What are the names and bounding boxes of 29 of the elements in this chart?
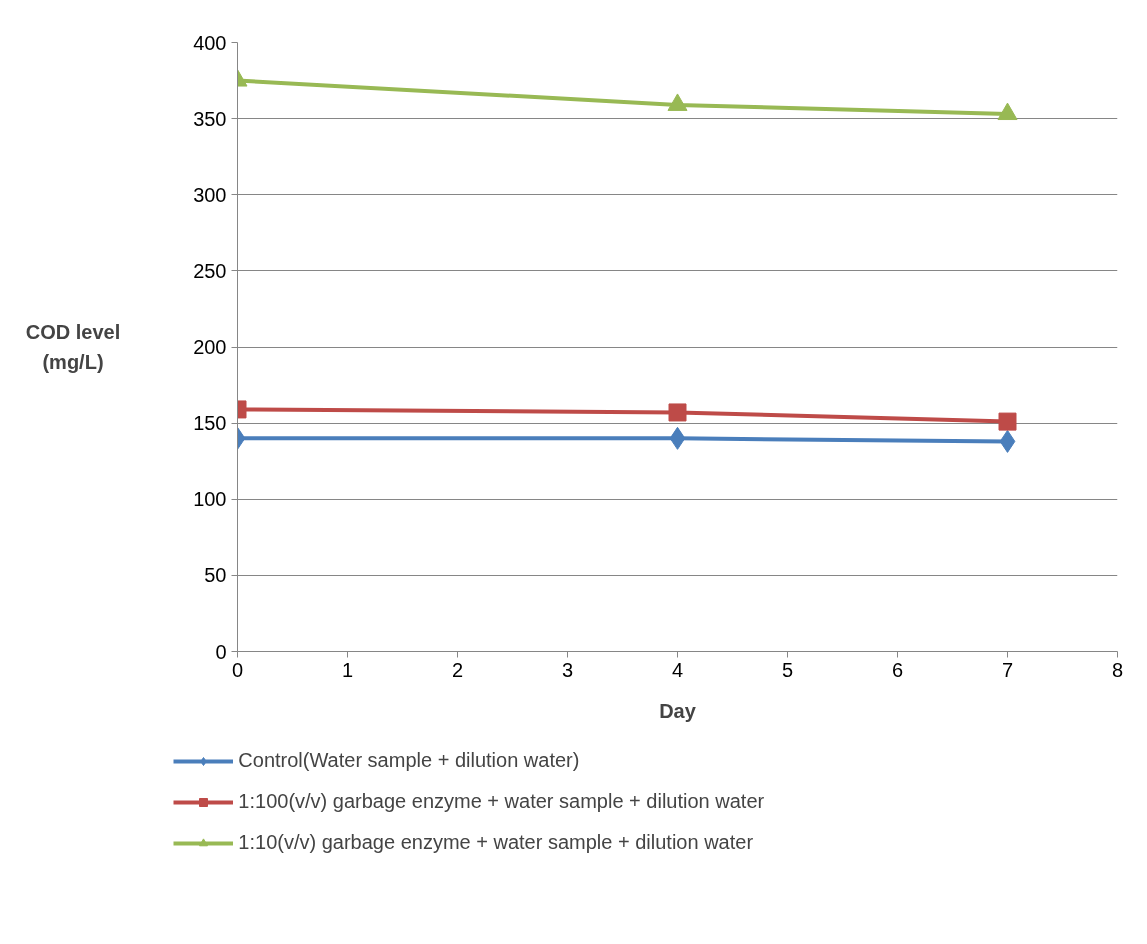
y-tick-label: 300 [193, 183, 227, 206]
legend-label: 1:100(v/v) garbage enzyme + water sample + dilution water [238, 790, 765, 813]
point [999, 429, 1016, 453]
x-tick-label: 7 [1001, 658, 1014, 681]
y-tick-label: 0 [215, 640, 227, 663]
x-tick-label: 1 [341, 658, 354, 681]
y-tick-label: 150 [193, 412, 227, 435]
y-tick-label: 400 [193, 31, 227, 54]
x-axis-title: Day [659, 699, 697, 722]
x-tick-label: 8 [1111, 658, 1124, 681]
point [667, 93, 688, 111]
y-tick-label: 250 [193, 259, 227, 282]
x-tick-label: 4 [671, 658, 684, 681]
legend-label: 1:10(v/v) garbage enzyme + water sample + dilution water [238, 831, 754, 854]
point [669, 426, 686, 450]
legend-label: Control(Water sample + dilution water) [238, 749, 580, 772]
x-tick-label: 0 [231, 658, 244, 681]
x-tick-label: 5 [781, 658, 794, 681]
x-tick-label: 6 [891, 658, 904, 681]
y-tick-label: 50 [204, 564, 227, 587]
point [998, 412, 1017, 431]
y-tick-label: 350 [193, 107, 227, 130]
point [668, 403, 687, 422]
x-tick-label: 3 [561, 658, 574, 681]
y-tick-label: 200 [193, 336, 227, 358]
x-tick-label: 2 [451, 658, 464, 681]
y-tick-label: 100 [193, 488, 227, 511]
y-axis-title: COD level (mg/L) [25, 320, 121, 374]
point [997, 102, 1018, 121]
